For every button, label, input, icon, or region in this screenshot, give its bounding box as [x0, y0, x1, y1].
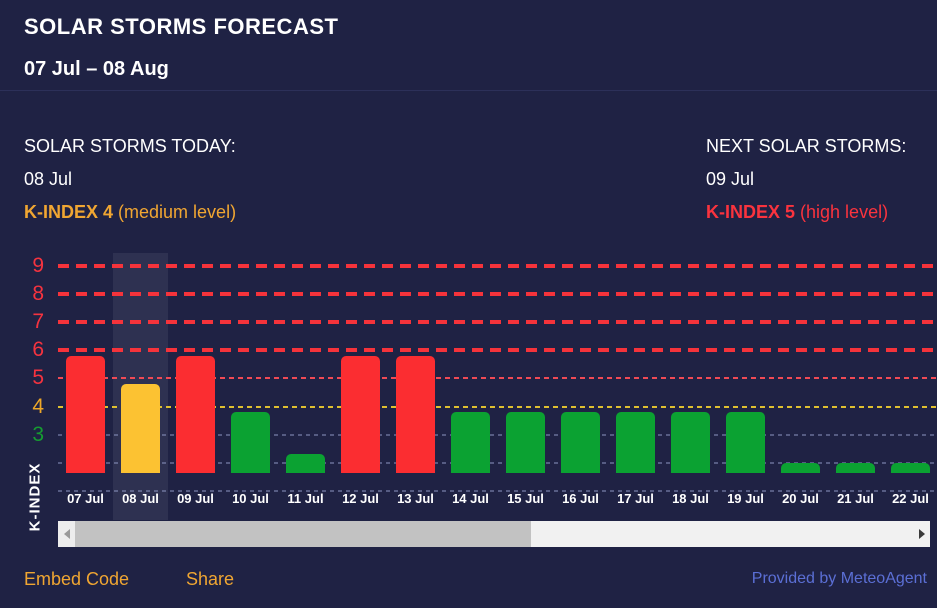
next-kindex-value: K-INDEX 5	[706, 202, 796, 222]
x-axis-label: 07 Jul	[67, 491, 104, 506]
kindex-bar[interactable]	[561, 412, 600, 473]
gridline	[58, 489, 937, 492]
page-title: SOLAR STORMS FORECAST	[24, 14, 339, 39]
kindex-bar[interactable]	[451, 412, 490, 473]
x-axis-label: 22 Jul	[892, 491, 929, 506]
kindex-bar[interactable]	[836, 462, 875, 473]
provided-by-link[interactable]: Provided by MeteoAgent	[751, 570, 927, 587]
kindex-bar[interactable]	[176, 355, 215, 473]
header-divider	[0, 90, 937, 91]
gridline	[58, 377, 937, 380]
y-axis-tick: 8	[32, 282, 44, 306]
kindex-bar[interactable]	[231, 412, 270, 473]
y-axis-tick: 5	[32, 366, 44, 390]
today-storm-info: SOLAR STORMS TODAY: 08 Jul K-INDEX 4 (me…	[24, 130, 236, 229]
gridline	[58, 320, 937, 325]
scrollbar-left-button[interactable]	[58, 521, 75, 547]
kindex-bar[interactable]	[616, 412, 655, 473]
x-axis-label: 19 Jul	[727, 491, 764, 506]
x-axis-label: 12 Jul	[342, 491, 379, 506]
arrow-left-icon	[63, 529, 70, 539]
y-axis-tick: 4	[32, 394, 44, 418]
arrow-right-icon	[918, 529, 925, 539]
gridline	[58, 405, 937, 408]
kindex-bar[interactable]	[781, 462, 820, 473]
chart-scrollbar-track[interactable]	[58, 521, 930, 547]
x-axis-label: 21 Jul	[837, 491, 874, 506]
scrollbar-thumb[interactable]	[75, 521, 531, 547]
today-kindex: K-INDEX 4 (medium level)	[24, 196, 236, 229]
x-axis-label: 08 Jul	[122, 491, 159, 506]
kindex-bar[interactable]	[286, 454, 325, 473]
share-link[interactable]: Share	[186, 569, 235, 589]
kindex-bar[interactable]	[341, 355, 380, 473]
y-axis-title: K-INDEX	[26, 462, 44, 532]
x-axis-label: 18 Jul	[672, 491, 709, 506]
gridline	[58, 348, 937, 353]
x-axis-label: 20 Jul	[782, 491, 819, 506]
scrollbar-right-button[interactable]	[913, 521, 930, 547]
gridline	[58, 461, 937, 464]
today-date: 08 Jul	[24, 169, 73, 189]
x-axis-label: 09 Jul	[177, 491, 214, 506]
next-storm-info: NEXT SOLAR STORMS: 09 Jul K-INDEX 5 (hig…	[706, 130, 906, 229]
y-axis-tick: 9	[32, 254, 44, 277]
y-axis-tick: 6	[32, 338, 44, 362]
x-axis-label: 10 Jul	[232, 491, 269, 506]
kindex-bar[interactable]	[891, 462, 930, 473]
kindex-bar[interactable]	[671, 412, 710, 473]
today-heading: SOLAR STORMS TODAY:	[24, 136, 236, 156]
y-axis-tick: 3	[32, 422, 44, 446]
gridline	[58, 264, 937, 268]
next-heading: NEXT SOLAR STORMS:	[706, 136, 907, 156]
next-kindex: K-INDEX 5 (high level)	[706, 196, 906, 229]
forecast-date-range: 07 Jul – 08 Aug	[24, 58, 169, 80]
kindex-bar[interactable]	[121, 384, 160, 473]
x-axis-label: 15 Jul	[507, 491, 544, 506]
x-axis-label: 16 Jul	[562, 491, 599, 506]
x-axis-label: 14 Jul	[452, 491, 489, 506]
gridline	[58, 292, 937, 297]
kindex-bar[interactable]	[726, 412, 765, 473]
x-axis-label: 17 Jul	[617, 491, 654, 506]
next-date: 09 Jul	[706, 169, 755, 189]
gridline	[58, 433, 937, 436]
kindex-bar[interactable]	[506, 412, 545, 473]
embed-code-link[interactable]: Embed Code	[24, 569, 130, 589]
today-kindex-value: K-INDEX 4	[24, 202, 114, 222]
kindex-bar[interactable]	[66, 355, 105, 473]
today-kindex-level: (medium level)	[118, 202, 237, 222]
x-axis-label: 13 Jul	[397, 491, 434, 506]
next-kindex-level: (high level)	[800, 202, 889, 222]
kindex-bar[interactable]	[396, 355, 435, 473]
x-axis-label: 11 Jul	[287, 491, 324, 506]
y-axis-tick: 7	[32, 310, 44, 334]
